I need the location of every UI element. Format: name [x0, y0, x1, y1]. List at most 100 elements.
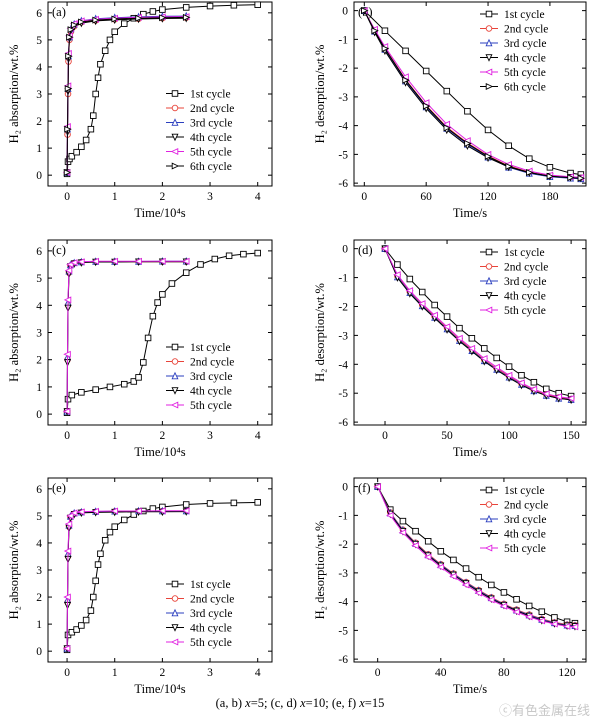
x-tick-label: 0 — [64, 430, 70, 442]
data-point — [530, 378, 538, 386]
y-tick-label: -2 — [338, 539, 348, 551]
x-tick-label: 80 — [498, 667, 510, 679]
x-tick-label: 50 — [441, 430, 453, 442]
data-point — [517, 379, 525, 387]
data-point — [87, 607, 95, 614]
data-point — [62, 407, 71, 415]
y-tick-label: 3 — [36, 328, 42, 340]
series-5th-cycle — [62, 507, 190, 652]
data-point — [135, 374, 142, 381]
y-tick-label: 1 — [36, 382, 42, 394]
legend-label: 3rd cycle — [504, 38, 546, 50]
y-tick-label: 0 — [342, 482, 348, 494]
y-axis-label: H₂ absorption/wt.% — [7, 45, 21, 144]
y-tick-label: 1 — [36, 619, 42, 631]
data-point — [68, 152, 76, 160]
data-point — [543, 385, 550, 393]
data-point — [488, 581, 495, 589]
x-axis-label: Time/10⁴s — [134, 682, 185, 696]
data-point — [106, 383, 114, 391]
data-point — [455, 334, 463, 342]
data-point — [140, 359, 147, 366]
data-point — [159, 14, 167, 22]
data-point — [484, 152, 493, 160]
data-point — [480, 355, 488, 363]
legend-label: 1st cycle — [504, 9, 545, 21]
x-tick-label: 0 — [375, 667, 381, 679]
data-point — [158, 257, 166, 265]
legend-label: 1st cycle — [190, 342, 231, 354]
data-point — [423, 553, 432, 561]
data-point — [168, 280, 176, 287]
series-2nd-cycle — [361, 7, 585, 182]
data-point — [484, 126, 492, 134]
data-point — [499, 602, 508, 610]
data-point — [442, 323, 451, 331]
data-point — [78, 143, 85, 151]
y-tick-label: 6 — [36, 484, 42, 496]
data-point — [111, 28, 118, 36]
data-point — [398, 529, 407, 537]
data-point — [436, 563, 445, 571]
legend-label: 2nd cycle — [190, 594, 234, 606]
data-point — [62, 644, 71, 652]
plot-frame — [353, 477, 587, 663]
data-point — [90, 112, 97, 119]
data-point — [487, 596, 495, 604]
legend-marker — [171, 595, 179, 602]
legend-label: 4th cycle — [190, 132, 232, 144]
data-point — [230, 1, 238, 9]
data-point — [399, 517, 407, 525]
legend-label: 5th cycle — [190, 637, 232, 649]
data-point — [111, 523, 118, 530]
data-point — [121, 516, 128, 524]
legend-marker — [170, 401, 179, 409]
legend-marker — [484, 68, 493, 76]
legend-marker — [171, 90, 179, 97]
x-tick-label: 2 — [160, 667, 166, 679]
legend-label: 5th cycle — [504, 67, 546, 79]
y-axis-label: H₂ absorption/wt.% — [7, 521, 21, 620]
data-point — [456, 324, 463, 332]
legend-marker — [485, 54, 493, 62]
data-point — [182, 13, 191, 21]
data-point — [443, 124, 452, 132]
data-point — [481, 345, 488, 352]
legend-label: 4th cycle — [504, 529, 546, 541]
x-tick-label: 120 — [558, 667, 576, 679]
series-line — [363, 10, 581, 180]
data-point — [181, 507, 190, 515]
data-point — [121, 20, 128, 27]
data-point — [111, 15, 119, 23]
series-4th-cycle — [360, 7, 585, 183]
y-tick-label: -3 — [338, 568, 348, 580]
data-point — [492, 363, 500, 371]
data-point — [537, 617, 546, 625]
x-tick-label: 150 — [562, 430, 580, 442]
data-point — [518, 372, 525, 379]
data-point — [406, 275, 414, 283]
y-tick-label: 4 — [36, 300, 42, 312]
x-tick-label: 60 — [420, 191, 432, 203]
data-point — [381, 45, 390, 53]
x-tick-label: 1 — [112, 430, 118, 442]
plot-frame — [353, 1, 587, 187]
data-point — [505, 363, 513, 370]
series-line — [66, 16, 187, 173]
chart-panel-2: 0 1 2 3 4 0 1 2 3 4 5 6 (c) Time/10⁴s H₂ absorption/wt… — [7, 239, 273, 459]
series-5th-cycle — [62, 257, 190, 415]
data-point — [92, 386, 99, 393]
data-point — [450, 556, 457, 564]
data-point — [449, 572, 457, 580]
data-point — [402, 47, 409, 55]
panel-label: (c) — [52, 243, 66, 257]
series-3rd-cycle — [63, 11, 190, 176]
panel-label: (d) — [358, 243, 373, 257]
y-tick-label: 3 — [36, 89, 42, 101]
series-line — [363, 10, 581, 179]
legend-label: 2nd cycle — [190, 357, 234, 369]
x-tick-label: 0 — [64, 191, 70, 203]
data-point — [87, 125, 95, 133]
